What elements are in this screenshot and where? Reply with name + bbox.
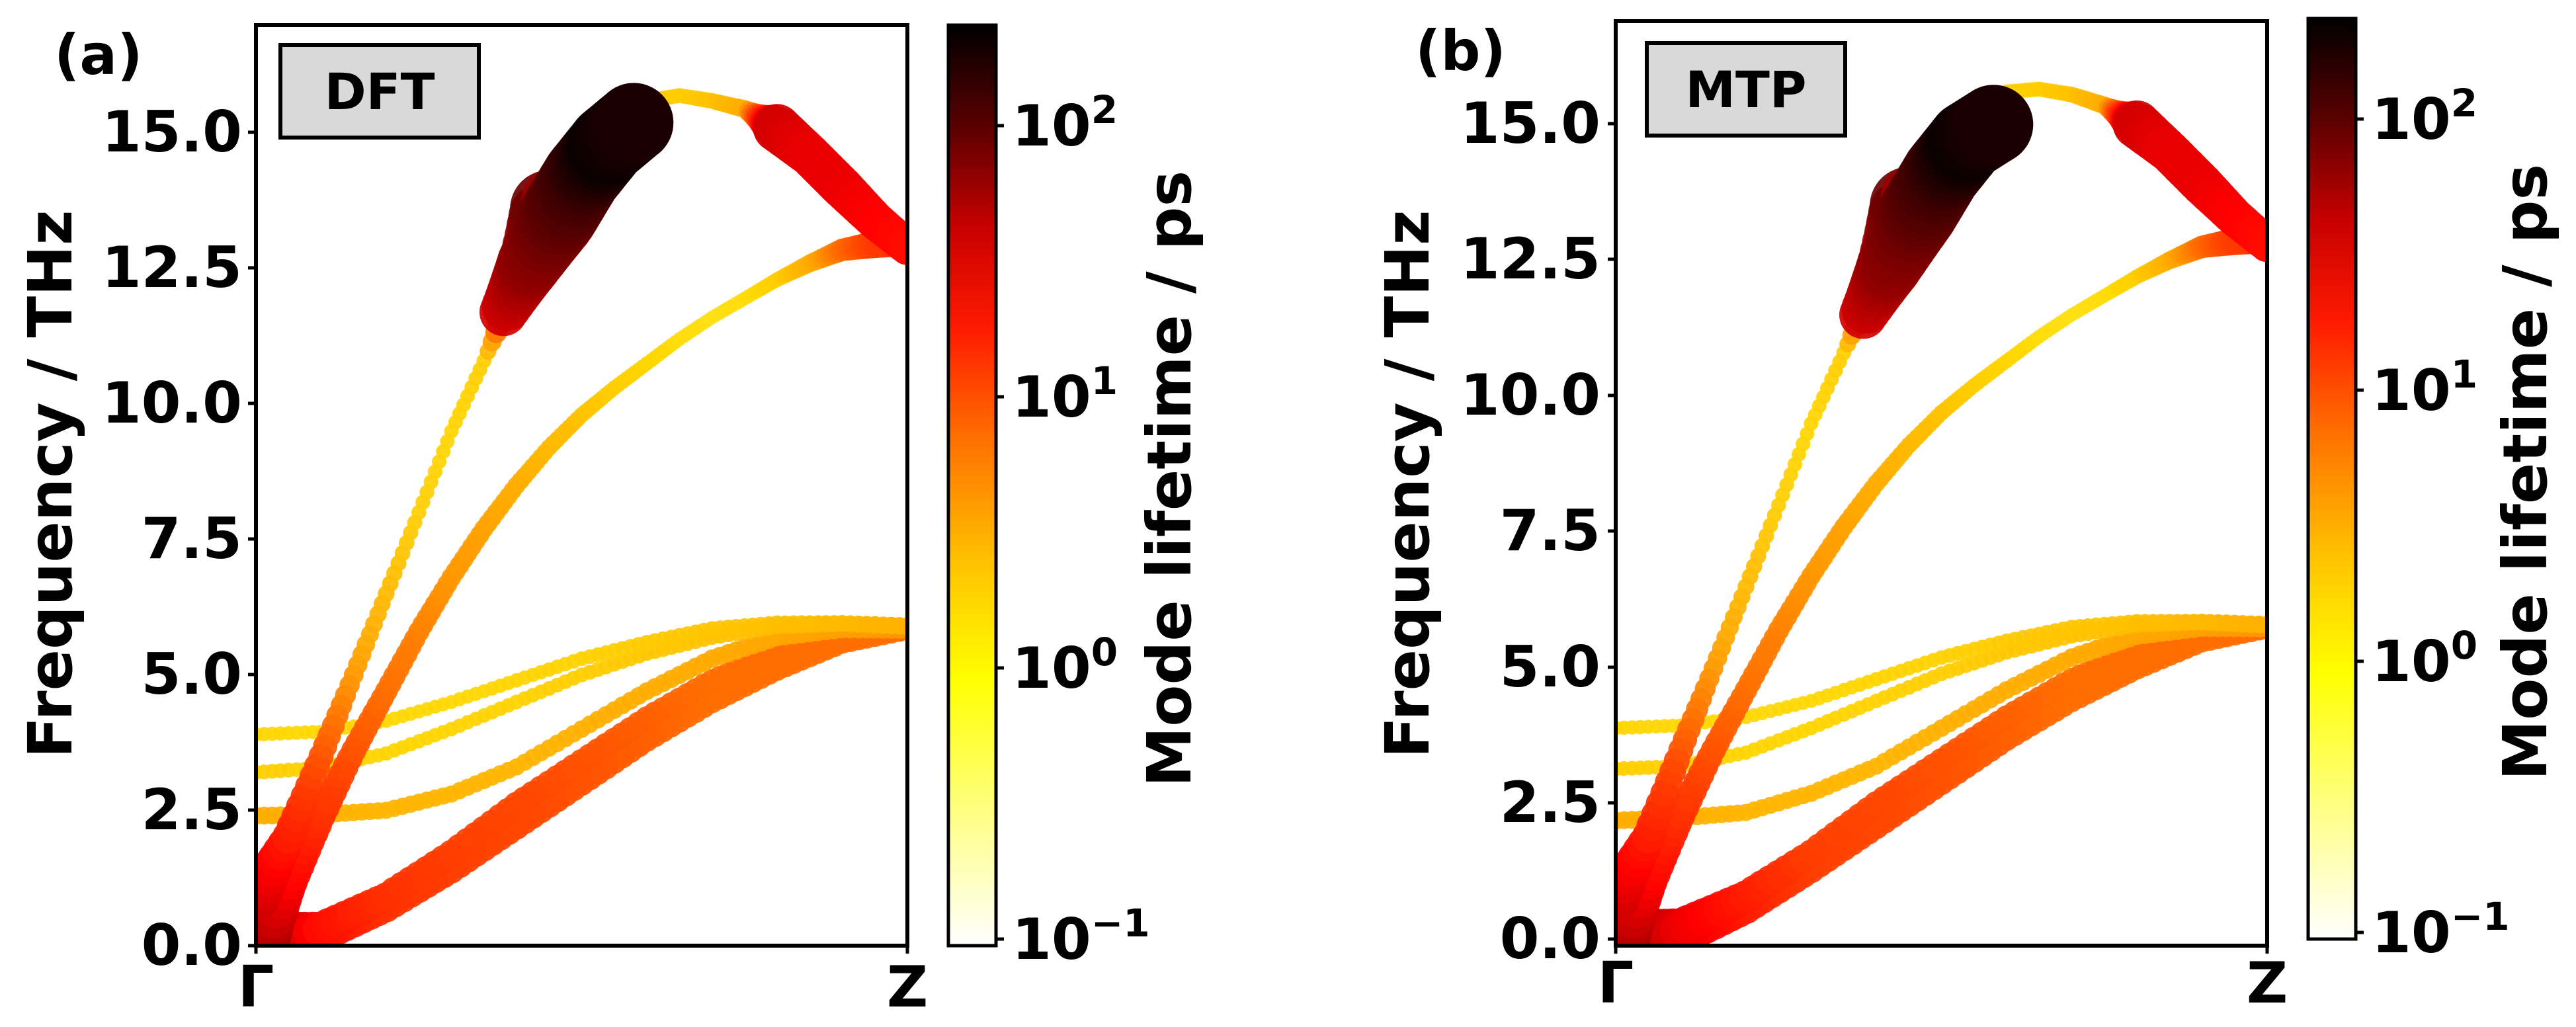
y-tick-label: 0.0 bbox=[142, 913, 242, 979]
y-tick-label: 5.0 bbox=[142, 641, 242, 708]
y-tick-label: 2.5 bbox=[142, 777, 242, 843]
method-badge: MTP bbox=[1645, 41, 1847, 138]
mode-point-opt-cluster bbox=[594, 83, 674, 163]
series-markers bbox=[1616, 81, 2267, 946]
y-tick-label: 15.0 bbox=[102, 99, 242, 165]
y-tick-label: 10.0 bbox=[1460, 362, 1600, 429]
x-ticks: Γ Z bbox=[238, 946, 928, 1020]
colorbar-tick-label: 100 bbox=[2372, 623, 2477, 695]
mode-point-opt-cluster bbox=[1954, 85, 2034, 165]
x-tick-label: Z bbox=[887, 954, 928, 1020]
mode-point-opt-upper bbox=[2249, 226, 2267, 263]
method-badge-box bbox=[1645, 41, 1847, 138]
colorbar: 10−1 100 101 102 Mode lifetime / ps bbox=[946, 23, 1205, 973]
colorbar-tick-label: 100 bbox=[1012, 630, 1118, 702]
colorbar-gradient bbox=[2306, 17, 2358, 941]
y-axis-label: Frequency / THz bbox=[1372, 210, 1443, 758]
plot-frame bbox=[1614, 19, 2269, 948]
method-badge: DFT bbox=[278, 43, 481, 140]
y-tick-label: 10.0 bbox=[102, 370, 242, 436]
mode-point-opt3 bbox=[898, 617, 907, 636]
colorbar-label: Mode lifetime / ps bbox=[2490, 164, 2561, 781]
mode-point-opt3 bbox=[2258, 616, 2267, 634]
colorbar-tick-label: 101 bbox=[2372, 352, 2477, 424]
y-tick-label: 7.5 bbox=[1500, 498, 1600, 564]
method-label: DFT bbox=[325, 62, 435, 121]
panel-label: (a) bbox=[54, 22, 142, 87]
y-tick-label: 12.5 bbox=[102, 235, 242, 301]
series-markers bbox=[256, 83, 907, 946]
colorbar-tick-label: 10−1 bbox=[1012, 901, 1150, 973]
x-ticks: Γ Z bbox=[1598, 946, 2288, 1016]
method-label: MTP bbox=[1685, 60, 1806, 119]
y-tick-label: 7.5 bbox=[142, 506, 242, 572]
y-ticks: 0.0 2.5 5.0 7.5 10.0 12.5 15.0 bbox=[102, 99, 256, 979]
y-axis-label: Frequency / THz bbox=[15, 210, 86, 758]
colorbar-tick-label: 101 bbox=[1012, 358, 1118, 431]
colorbar-gradient bbox=[946, 23, 998, 948]
colorbar-tick-label: 10−1 bbox=[2372, 894, 2510, 966]
colorbar-tick-label: 102 bbox=[1012, 87, 1118, 159]
x-tick-label: Z bbox=[2247, 950, 2288, 1016]
panel-label: (b) bbox=[1415, 19, 1506, 83]
y-tick-label: 15.0 bbox=[1460, 91, 1600, 157]
mode-point-opt-upper bbox=[889, 229, 907, 265]
plot-frame bbox=[254, 23, 909, 948]
panel-b: (b) Frequency / THz MTP 0.0 2.5 5.0 7.5 … bbox=[1372, 17, 2561, 1016]
x-tick-label: Γ bbox=[1598, 950, 1634, 1016]
y-tick-label: 5.0 bbox=[1500, 634, 1600, 700]
y-tick-label: 2.5 bbox=[1500, 770, 1600, 836]
y-tick-label: 0.0 bbox=[1500, 906, 1600, 972]
y-ticks: 0.0 2.5 5.0 7.5 10.0 12.5 15.0 bbox=[1460, 91, 1616, 972]
x-tick-label: Γ bbox=[238, 954, 274, 1020]
y-tick-label: 12.5 bbox=[1460, 226, 1600, 292]
panel-a: (a) Frequency / THz DFT 0.0 2.5 5.0 7.5 … bbox=[15, 22, 1205, 1020]
method-badge-box bbox=[278, 43, 481, 140]
colorbar-label: Mode lifetime / ps bbox=[1134, 171, 1205, 788]
colorbar: 10−1 100 101 102 Mode lifetime / ps bbox=[2306, 17, 2561, 966]
colorbar-tick-label: 102 bbox=[2372, 81, 2477, 153]
